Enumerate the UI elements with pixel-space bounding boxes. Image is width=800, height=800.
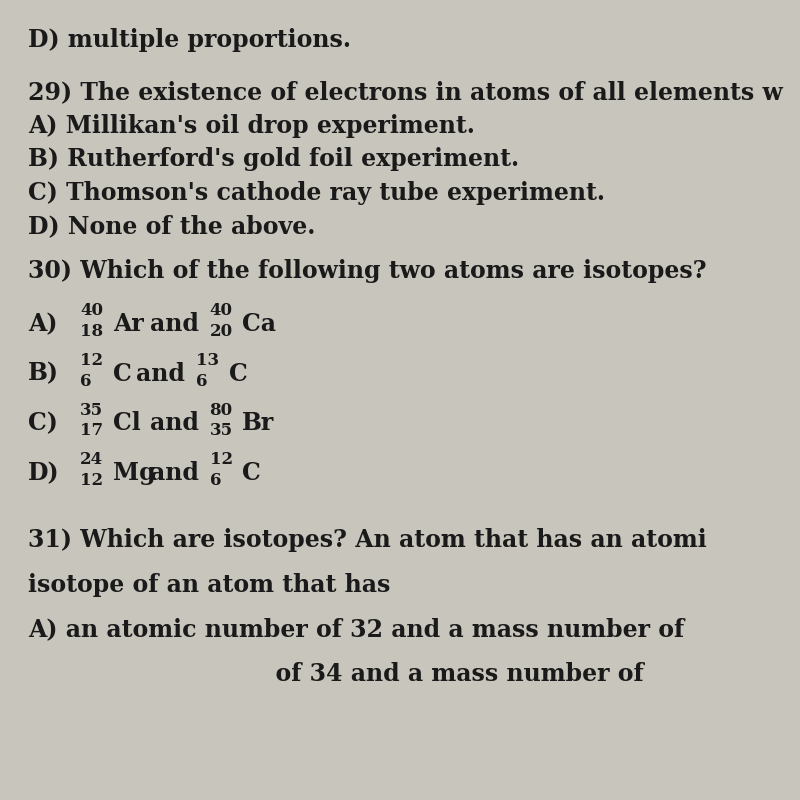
Text: B): B) (28, 362, 59, 386)
Text: 6: 6 (80, 373, 91, 390)
Text: 29) The existence of electrons in atoms of all elements w: 29) The existence of electrons in atoms … (28, 80, 782, 104)
Text: Ca: Ca (242, 312, 277, 336)
Text: C): C) (28, 411, 58, 435)
Text: Ar: Ar (113, 312, 143, 336)
Text: 35: 35 (210, 422, 233, 439)
Text: D) None of the above.: D) None of the above. (28, 214, 315, 238)
Text: 12: 12 (80, 472, 103, 489)
Text: A) an atomic number of 32 and a mass number of: A) an atomic number of 32 and a mass num… (28, 618, 684, 642)
Text: 12: 12 (210, 451, 233, 468)
Text: Mg: Mg (113, 461, 155, 485)
Text: C: C (242, 461, 261, 485)
Text: 17: 17 (80, 422, 103, 439)
Text: 80: 80 (210, 402, 233, 418)
Text: C: C (113, 362, 131, 386)
Text: Cl: Cl (113, 411, 141, 435)
Text: and: and (136, 362, 185, 386)
Text: 30) Which of the following two atoms are isotopes?: 30) Which of the following two atoms are… (28, 259, 706, 283)
Text: and: and (150, 411, 198, 435)
Text: Br: Br (242, 411, 274, 435)
Text: C) Thomson's cathode ray tube experiment.: C) Thomson's cathode ray tube experiment… (28, 181, 605, 205)
Text: 6: 6 (196, 373, 207, 390)
Text: 18: 18 (80, 323, 103, 340)
Text: A) Millikan's oil drop experiment.: A) Millikan's oil drop experiment. (28, 114, 475, 138)
Text: 40: 40 (210, 302, 233, 319)
Text: and: and (150, 461, 198, 485)
Text: 6: 6 (210, 472, 221, 489)
Text: D): D) (28, 461, 60, 485)
Text: D) multiple proportions.: D) multiple proportions. (28, 28, 351, 52)
Text: 20: 20 (210, 323, 233, 340)
Text: 40: 40 (80, 302, 103, 319)
Text: 31) Which are isotopes? An atom that has an atomi: 31) Which are isotopes? An atom that has… (28, 528, 706, 552)
Text: of 34 and a mass number of: of 34 and a mass number of (28, 662, 644, 686)
Text: 24: 24 (80, 451, 103, 468)
Text: C: C (229, 362, 247, 386)
Text: A): A) (28, 312, 58, 336)
Text: and: and (150, 312, 198, 336)
Text: isotope of an atom that has: isotope of an atom that has (28, 573, 390, 597)
Text: B) Rutherford's gold foil experiment.: B) Rutherford's gold foil experiment. (28, 147, 519, 171)
Text: 13: 13 (196, 352, 219, 369)
Text: 35: 35 (80, 402, 103, 418)
Text: 12: 12 (80, 352, 103, 369)
